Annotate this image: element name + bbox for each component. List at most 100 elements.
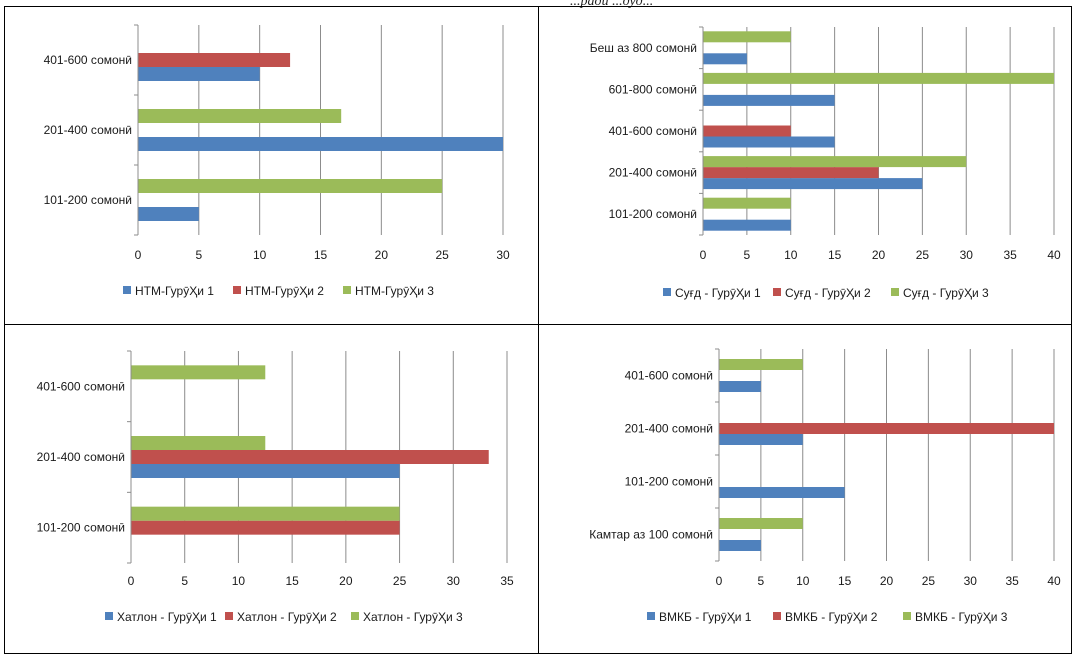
- category-label: 101-200 сомонӣ: [44, 193, 132, 207]
- bar-series-1: [703, 136, 835, 148]
- legend-label: Хатлон - ГурӯҲи 3: [363, 610, 463, 624]
- bar-series-2: [131, 450, 489, 464]
- bar-series-3: [131, 436, 266, 450]
- x-tick-label: 35: [500, 574, 514, 588]
- bar-series-1: [703, 178, 923, 190]
- x-tick-label: 30: [496, 248, 510, 262]
- x-tick-label: 20: [375, 248, 389, 262]
- chart-grid-table: 101-200 сомонӣ 201-400 сомонӣ 401-600 сомо…: [4, 6, 1072, 654]
- legend-swatch: [647, 612, 655, 620]
- x-tick-label: 20: [872, 248, 886, 262]
- legend-label: Хатлон - ГурӯҲи 2: [237, 610, 337, 624]
- x-tick-label: 40: [1047, 574, 1061, 588]
- x-tick-label: 5: [758, 574, 765, 588]
- bar-series-3: [703, 72, 1054, 84]
- chart-khatlon: 101-200 сомонӣ 201-400 сомонӣ 401-600 сомо…: [37, 350, 514, 624]
- category-label: 201-400 сомонӣ: [44, 123, 132, 137]
- legend-swatch: [123, 286, 131, 294]
- category-label: 601-800 сомонӣ: [609, 82, 697, 96]
- chart-vmkb: Камтар аз 100 сомонӣ 101-200 сомонӣ 201-40…: [589, 348, 1061, 624]
- bar-series-3: [131, 506, 400, 521]
- x-tick-label: 10: [232, 574, 246, 588]
- legend-label: НТМ-ГурӯҲи 2: [245, 284, 324, 298]
- bar-series-1: [719, 381, 761, 392]
- category-label: 201-400 сомонӣ: [625, 422, 713, 436]
- x-tick-label: 5: [181, 574, 188, 588]
- bar-series-2: [703, 125, 791, 137]
- legend-label: НТМ-ГурӯҲи 3: [355, 284, 434, 298]
- legend-label: Суғд - ГурӯҲи 3: [903, 286, 989, 300]
- bar-series-3: [703, 156, 967, 168]
- x-tick-label: 25: [916, 248, 930, 262]
- chart-cell-ntm: 101-200 сомонӣ 201-400 сомонӣ 401-600 сомо…: [4, 6, 539, 325]
- x-tick-label: 0: [135, 248, 142, 262]
- x-tick-label: 15: [828, 248, 842, 262]
- category-label: Камтар аз 100 сомонӣ: [589, 528, 713, 542]
- category-label: 101-200 сомонӣ: [37, 521, 125, 535]
- x-tick-label: 15: [838, 574, 852, 588]
- chart-cell-khatlon: 101-200 сомонӣ 201-400 сомонӣ 401-600 сомо…: [4, 324, 539, 654]
- legend-label: Хатлон - ГурӯҲи 1: [117, 610, 217, 624]
- bar-series-3: [719, 359, 803, 370]
- bar-series-1: [703, 53, 747, 65]
- category-label: 401-600 сомонӣ: [625, 369, 713, 383]
- bar-series-2: [719, 423, 1054, 434]
- legend-swatch: [343, 286, 351, 294]
- x-tick-label: 5: [744, 248, 751, 262]
- legend-swatch: [225, 612, 233, 620]
- chart-sughd: 101-200 сомонӣ 201-400 сомонӣ 401-600 сомо…: [590, 26, 1061, 300]
- category-label: 401-600 сомонӣ: [44, 53, 132, 67]
- bar-series-3: [703, 31, 791, 43]
- bar-series-2: [131, 520, 400, 535]
- category-label: 401-600 сомонӣ: [37, 379, 125, 393]
- x-tick-label: 5: [195, 248, 202, 262]
- x-tick-label: 40: [1047, 248, 1061, 262]
- x-tick-label: 30: [447, 574, 461, 588]
- category-label: 101-200 сомонӣ: [625, 475, 713, 489]
- legend-label: НТМ-ГурӯҲи 1: [135, 284, 214, 298]
- bar-series-1: [138, 67, 260, 81]
- chart-cell-sughd: 101-200 сомонӣ 201-400 сомонӣ 401-600 сомо…: [538, 6, 1072, 325]
- legend-swatch: [891, 288, 899, 296]
- x-tick-label: 35: [1003, 248, 1017, 262]
- bar-series-3: [131, 365, 266, 380]
- category-label: 401-600 сомонӣ: [609, 124, 697, 138]
- category-label: Беш аз 800 сомонӣ: [590, 41, 697, 55]
- bar-series-3: [138, 179, 443, 193]
- legend-swatch: [351, 612, 359, 620]
- legend-swatch: [773, 612, 781, 620]
- bar-series-2: [703, 167, 879, 179]
- legend-swatch: [663, 288, 671, 296]
- legend-label: Суғд - ГурӯҲи 2: [785, 286, 871, 300]
- bar-series-3: [138, 109, 342, 123]
- x-tick-label: 10: [784, 248, 798, 262]
- legend-label: ВМКБ - ГурӯҲи 3: [915, 610, 1008, 624]
- x-tick-label: 30: [960, 248, 974, 262]
- x-tick-label: 0: [128, 574, 135, 588]
- category-label: 201-400 сомонӣ: [37, 450, 125, 464]
- x-tick-label: 30: [964, 574, 978, 588]
- x-tick-label: 25: [922, 574, 936, 588]
- bar-series-3: [703, 197, 791, 209]
- x-tick-label: 10: [796, 574, 810, 588]
- bar-series-1: [703, 94, 835, 106]
- chart-ntm: 101-200 сомонӣ 201-400 сомонӣ 401-600 сомо…: [44, 24, 510, 298]
- legend-swatch: [773, 288, 781, 296]
- legend-swatch: [233, 286, 241, 294]
- chart-cell-vmkb: Камтар аз 100 сомонӣ 101-200 сомонӣ 201-40…: [538, 324, 1072, 654]
- bar-series-1: [719, 540, 761, 551]
- legend-swatch: [105, 612, 113, 620]
- legend-label: ВМКБ - ГурӯҲи 2: [785, 610, 878, 624]
- bar-series-1: [719, 487, 845, 498]
- x-tick-label: 10: [253, 248, 267, 262]
- x-tick-label: 0: [700, 248, 707, 262]
- bar-series-1: [138, 207, 199, 221]
- x-tick-label: 20: [339, 574, 353, 588]
- bar-series-1: [719, 434, 803, 445]
- legend-swatch: [903, 612, 911, 620]
- legend-label: Суғд - ГурӯҲи 1: [675, 286, 761, 300]
- x-tick-label: 25: [393, 574, 407, 588]
- x-tick-label: 20: [880, 574, 894, 588]
- x-tick-label: 0: [716, 574, 723, 588]
- bar-series-2: [138, 53, 291, 67]
